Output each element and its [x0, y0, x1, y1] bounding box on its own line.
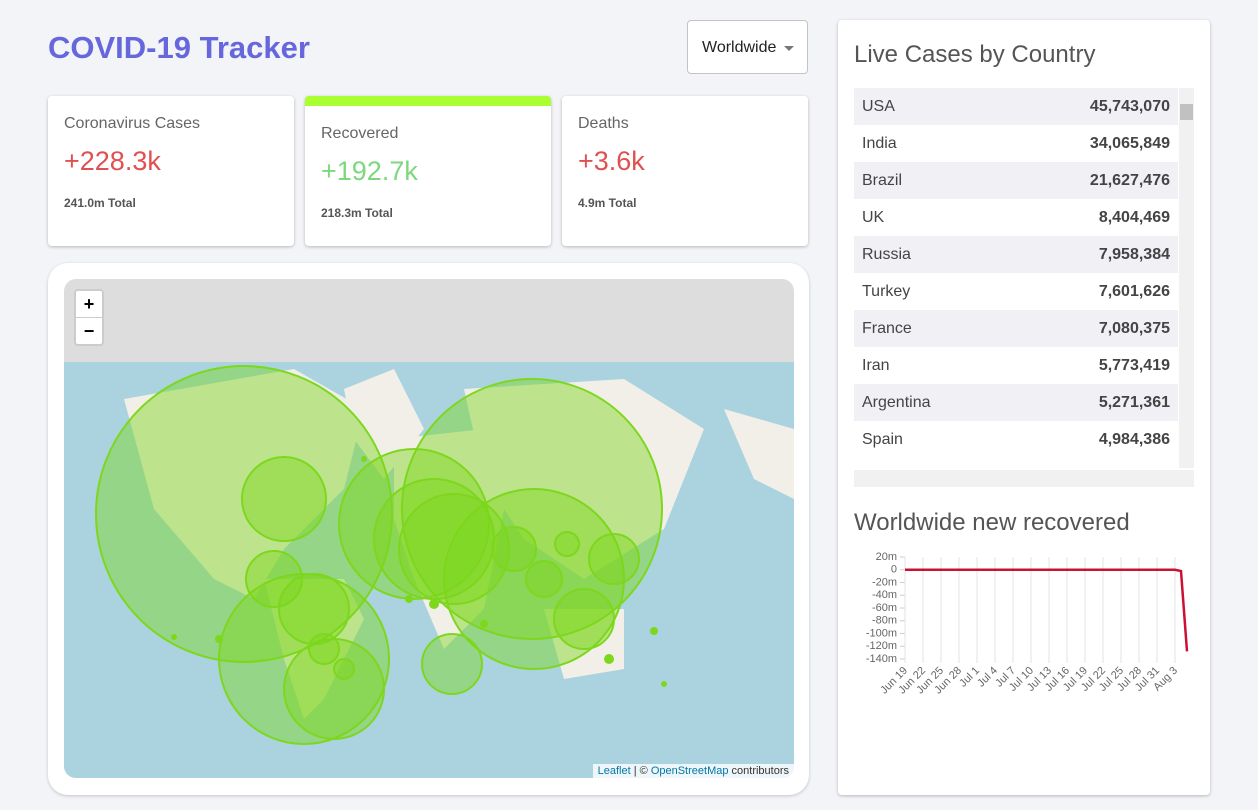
country-name: Russia — [862, 246, 911, 263]
attribution-tail: contributors — [728, 765, 789, 777]
country-cases: 7,080,375 — [1098, 320, 1170, 337]
small-bubbles — [171, 456, 667, 687]
map-layer — [64, 362, 794, 778]
country-name: Spain — [862, 431, 903, 448]
table-row: Iran 5,773,419 — [854, 347, 1178, 384]
country-dropdown[interactable]: Worldwide — [687, 20, 808, 74]
y-tick-label: 0 — [891, 564, 897, 576]
table-title: Live Cases by Country — [854, 41, 1096, 68]
country-cases: 45,743,070 — [1089, 98, 1170, 115]
table-row: Russia 7,958,384 — [854, 236, 1178, 273]
country-cases: 5,773,419 — [1098, 357, 1170, 374]
stat-label: Recovered — [321, 125, 399, 142]
stat-total: 218.3m Total — [321, 206, 393, 220]
country-name: USA — [862, 98, 895, 115]
dropdown-caret — [784, 46, 794, 51]
stat-label: Coronavirus Cases — [64, 115, 201, 132]
country-cases: 4,984,386 — [1098, 431, 1170, 448]
country-cases: 7,601,626 — [1098, 283, 1170, 300]
chart-title: Worldwide new recovered — [854, 509, 1130, 536]
country-cases: 8,404,469 — [1098, 209, 1170, 226]
stat-total: 4.9m Total — [578, 196, 637, 210]
country-name: France — [862, 320, 912, 337]
stat-today: +192.7k — [321, 156, 418, 186]
country-name: Turkey — [862, 283, 911, 300]
country-cases: 5,271,361 — [1098, 394, 1170, 411]
y-tick-label: -80m — [872, 615, 897, 627]
stat-total: 241.0m Total — [64, 196, 136, 210]
zoom-in[interactable]: + — [83, 294, 95, 314]
map[interactable]: + − Leaflet | © OpenStreetMap contributo… — [64, 279, 794, 778]
map-card: + − Leaflet | © OpenStreetMap contributo… — [48, 263, 809, 795]
table-row: UK 8,404,469 — [854, 199, 1178, 236]
country-cases: 34,065,849 — [1089, 135, 1170, 152]
country-cases: 21,627,476 — [1089, 172, 1170, 189]
y-tick-label: -100m — [866, 627, 897, 639]
stat-today: +228.3k — [64, 146, 161, 176]
dropdown-value: Worldwide — [702, 39, 777, 56]
country-table: USA 45,743,070 India 34,065,849 Brazil 21,627… — [854, 88, 1178, 458]
y-tick-label: -60m — [872, 602, 897, 614]
stat-label: Deaths — [578, 115, 629, 132]
country-name: Argentina — [862, 394, 931, 411]
side-panel: Live Cases by Country USA 45,743,070 India… — [838, 20, 1210, 795]
zoom-out[interactable]: − — [76, 317, 102, 344]
vertical-scrollbar[interactable] — [1179, 88, 1194, 468]
country-cases: 7,958,384 — [1098, 246, 1170, 263]
table-row: Spain 4,984,386 — [854, 421, 1178, 458]
country-name: Iran — [862, 357, 890, 374]
stat-today: +3.6k — [578, 146, 645, 176]
table-row: USA 45,743,070 — [854, 88, 1178, 125]
y-tick-label: -120m — [866, 640, 897, 652]
recovered-line — [905, 568, 1189, 652]
table-row: Argentina 5,271,361 — [854, 384, 1178, 421]
app-title: COVID-19 Tracker — [48, 30, 310, 65]
y-tick-label: -40m — [872, 589, 897, 601]
horizontal-scrollbar[interactable] — [854, 470, 1194, 487]
country-name: Brazil — [862, 172, 903, 189]
cases-card[interactable]: Coronavirus Cases +228.3k 241.0m Total — [48, 96, 294, 246]
osm-link[interactable]: OpenStreetMap — [650, 765, 729, 777]
table-row: Brazil 21,627,476 — [854, 162, 1178, 199]
attribution-separator: | © — [630, 765, 651, 777]
country-name: UK — [862, 209, 885, 226]
leaflet-link[interactable]: Leaflet — [597, 765, 631, 777]
y-tick-label: 20m — [876, 551, 897, 563]
table-row: India 34,065,849 — [854, 125, 1178, 162]
table-row: Turkey 7,601,626 — [854, 273, 1178, 310]
recovered-card[interactable]: Recovered +192.7k 218.3m Total — [305, 96, 551, 246]
country-name: India — [862, 135, 897, 152]
zoom-control: + − — [74, 289, 104, 346]
case-bubbles — [95, 365, 663, 745]
table-row: France 7,080,375 — [854, 310, 1178, 347]
y-tick-label: -140m — [866, 653, 897, 665]
y-tick-label: -20m — [872, 576, 897, 588]
attribution: Leaflet | © OpenStreetMap contributors — [592, 764, 794, 778]
deaths-card[interactable]: Deaths +3.6k 4.9m Total — [562, 96, 808, 246]
